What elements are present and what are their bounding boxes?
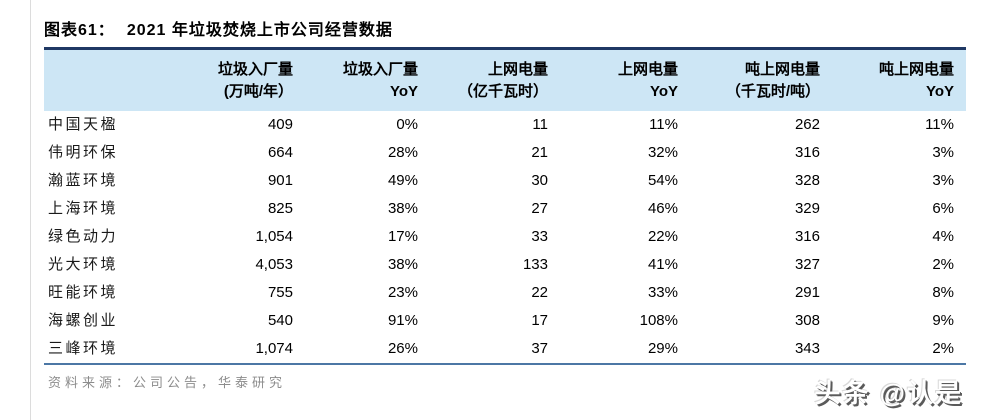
table-row: 上海环境 825 38% 27 46% 329 6% bbox=[44, 195, 966, 223]
value-cell: 262 bbox=[794, 116, 820, 133]
value-cell: 54% bbox=[647, 172, 678, 189]
value-cell: 3% bbox=[932, 172, 954, 189]
value-cell: 755 bbox=[267, 284, 293, 301]
company-cell: 中国天楹 bbox=[48, 117, 119, 133]
value-cell: 4,053 bbox=[255, 256, 293, 273]
value-cell: 2% bbox=[932, 256, 954, 273]
value-cell: 6% bbox=[932, 200, 954, 217]
value-cell: 17 bbox=[531, 312, 548, 329]
table-row: 三峰环境 1,074 26% 37 29% 343 2% bbox=[44, 335, 966, 364]
value-cell: 343 bbox=[794, 340, 820, 357]
value-cell: 0% bbox=[396, 116, 418, 133]
table-row: 中国天楹 409 0% 11 11% 262 11% bbox=[44, 111, 966, 139]
value-cell: 1,054 bbox=[255, 228, 293, 245]
value-cell: 22 bbox=[531, 284, 548, 301]
value-cell: 308 bbox=[794, 312, 820, 329]
value-cell: 3% bbox=[932, 144, 954, 161]
value-cell: 29% bbox=[647, 340, 678, 357]
value-cell: 26% bbox=[387, 340, 418, 357]
value-cell: 9% bbox=[932, 312, 954, 329]
header-grid-power: 上网电量 （亿千瓦时） bbox=[430, 50, 560, 111]
value-cell: 28% bbox=[387, 144, 418, 161]
company-cell: 旺能环境 bbox=[48, 285, 119, 301]
value-cell: 825 bbox=[267, 200, 293, 217]
value-cell: 11 bbox=[532, 116, 548, 133]
data-table: 垃圾入厂量 (万吨/年） 垃圾入厂量 YoY 上网电量 （亿千瓦时） 上网电量 … bbox=[44, 50, 966, 365]
figure-block: 图表61： 2021 年垃圾焚烧上市公司经营数据 垃圾入厂量 (万吨/年） 垃圾… bbox=[44, 16, 966, 391]
company-cell: 光大环境 bbox=[48, 257, 119, 273]
value-cell: 21 bbox=[531, 144, 548, 161]
company-cell: 绿色动力 bbox=[48, 229, 119, 245]
value-cell: 23% bbox=[387, 284, 418, 301]
value-cell: 38% bbox=[387, 200, 418, 217]
value-cell: 409 bbox=[267, 116, 293, 133]
header-waste-intake-yoy: 垃圾入厂量 YoY bbox=[305, 50, 430, 111]
header-grid-power-yoy: 上网电量 YoY bbox=[560, 50, 690, 111]
header-row: 垃圾入厂量 (万吨/年） 垃圾入厂量 YoY 上网电量 （亿千瓦时） 上网电量 … bbox=[44, 50, 966, 111]
value-cell: 38% bbox=[387, 256, 418, 273]
page-margin-line bbox=[30, 0, 31, 420]
figure-title: 2021 年垃圾焚烧上市公司经营数据 bbox=[126, 22, 393, 39]
figure-title-row: 图表61： 2021 年垃圾焚烧上市公司经营数据 bbox=[44, 16, 966, 47]
value-cell: 17% bbox=[387, 228, 418, 245]
value-cell: 46% bbox=[647, 200, 678, 217]
value-cell: 291 bbox=[794, 284, 820, 301]
value-cell: 27 bbox=[531, 200, 548, 217]
value-cell: 329 bbox=[794, 200, 820, 217]
company-cell: 海螺创业 bbox=[48, 313, 119, 329]
value-cell: 540 bbox=[267, 312, 293, 329]
value-cell: 11% bbox=[925, 116, 954, 133]
value-cell: 11% bbox=[649, 116, 678, 133]
watermark: 头条 @认是 bbox=[814, 378, 963, 408]
company-cell: 瀚蓝环境 bbox=[48, 173, 119, 189]
value-cell: 37 bbox=[531, 340, 548, 357]
value-cell: 108% bbox=[639, 312, 678, 329]
table-row: 瀚蓝环境 901 49% 30 54% 328 3% bbox=[44, 167, 966, 195]
table-row: 海螺创业 540 91% 17 108% 308 9% bbox=[44, 307, 966, 335]
title-rule bbox=[44, 47, 966, 50]
table-header: 垃圾入厂量 (万吨/年） 垃圾入厂量 YoY 上网电量 （亿千瓦时） 上网电量 … bbox=[44, 50, 966, 111]
value-cell: 91% bbox=[387, 312, 418, 329]
value-cell: 22% bbox=[647, 228, 678, 245]
table-body: 中国天楹 409 0% 11 11% 262 11% 伟明环保 664 28% … bbox=[44, 111, 966, 364]
source-note: 资料来源：公司公告，华泰研究 bbox=[48, 375, 287, 390]
table-row: 伟明环保 664 28% 21 32% 316 3% bbox=[44, 139, 966, 167]
value-cell: 328 bbox=[794, 172, 820, 189]
value-cell: 133 bbox=[522, 256, 548, 273]
table-row: 绿色动力 1,054 17% 33 22% 316 4% bbox=[44, 223, 966, 251]
value-cell: 30 bbox=[531, 172, 548, 189]
value-cell: 1,074 bbox=[255, 340, 293, 357]
value-cell: 2% bbox=[932, 340, 954, 357]
value-cell: 327 bbox=[794, 256, 820, 273]
value-cell: 316 bbox=[794, 144, 820, 161]
value-cell: 901 bbox=[267, 172, 293, 189]
header-power-per-ton: 吨上网电量 （千瓦时/吨） bbox=[690, 50, 832, 111]
value-cell: 664 bbox=[267, 144, 293, 161]
value-cell: 4% bbox=[932, 228, 954, 245]
value-cell: 33% bbox=[647, 284, 678, 301]
figure-label: 图表61： bbox=[44, 22, 115, 39]
value-cell: 316 bbox=[794, 228, 820, 245]
table-row: 光大环境 4,053 38% 133 41% 327 2% bbox=[44, 251, 966, 279]
value-cell: 41% bbox=[647, 256, 678, 273]
table-row: 旺能环境 755 23% 22 33% 291 8% bbox=[44, 279, 966, 307]
header-waste-intake: 垃圾入厂量 (万吨/年） bbox=[144, 50, 305, 111]
header-company bbox=[44, 50, 144, 111]
company-cell: 伟明环保 bbox=[48, 145, 119, 161]
header-power-per-ton-yoy: 吨上网电量 YoY bbox=[832, 50, 966, 111]
company-cell: 上海环境 bbox=[48, 201, 119, 217]
company-cell: 三峰环境 bbox=[48, 341, 119, 357]
value-cell: 49% bbox=[387, 172, 418, 189]
value-cell: 32% bbox=[647, 144, 678, 161]
value-cell: 8% bbox=[932, 284, 954, 301]
value-cell: 33 bbox=[531, 228, 548, 245]
